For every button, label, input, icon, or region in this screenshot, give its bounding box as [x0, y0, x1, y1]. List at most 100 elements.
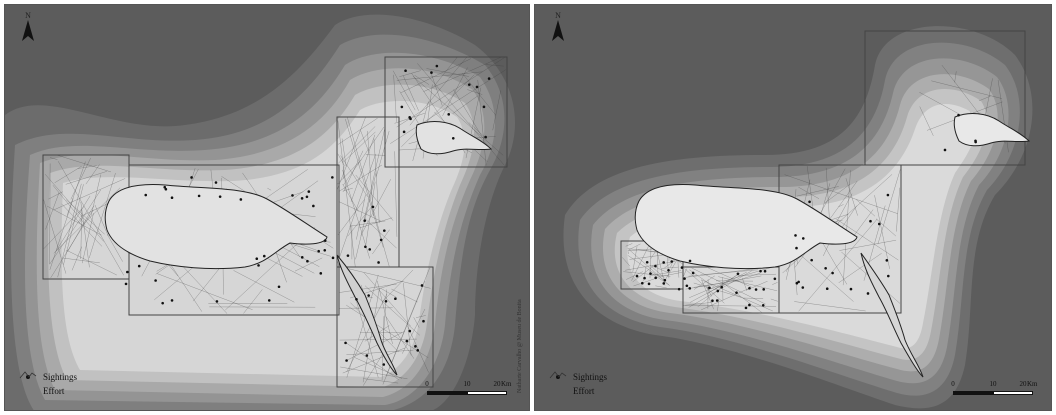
effort-track	[49, 217, 82, 265]
sighting-point	[688, 259, 692, 263]
effort-track	[462, 72, 497, 116]
sighting-point	[649, 272, 652, 275]
effort-track	[770, 298, 778, 302]
effort-track	[655, 285, 667, 289]
effort-track	[47, 205, 102, 236]
effort-track	[82, 213, 94, 264]
legend-item-sightings: Sightings	[549, 370, 607, 384]
sighting-point	[635, 274, 639, 278]
effort-track	[430, 73, 443, 106]
effort-track	[66, 161, 86, 216]
legend-item-sightings: Sightings	[19, 370, 77, 384]
effort-track	[336, 117, 366, 191]
sighting-point	[291, 194, 294, 197]
sighting-point	[384, 299, 388, 303]
sighting-point	[808, 200, 811, 204]
north-label-left: N	[25, 11, 31, 20]
effort-track	[402, 75, 419, 111]
effort-track	[622, 257, 631, 267]
effort-track	[337, 120, 356, 267]
sighting-point	[409, 117, 412, 121]
sighting-point	[887, 274, 890, 278]
sighting-point	[762, 288, 766, 291]
effort-track	[49, 198, 74, 270]
sighting-point	[346, 254, 350, 257]
effort-track	[337, 153, 345, 166]
sighting-dot-icon	[26, 375, 30, 379]
sighting-point	[849, 287, 853, 291]
sighting-point	[667, 268, 670, 272]
effort-track	[337, 154, 376, 264]
sighting-point	[218, 195, 222, 198]
effort-track	[343, 126, 385, 186]
effort-track	[338, 117, 378, 145]
sighting-point	[422, 319, 425, 323]
north-arrow-right: N	[547, 11, 569, 45]
scale-tick-0: 0	[951, 380, 955, 388]
legend-right: Sightings Effort	[549, 370, 607, 398]
sighting-point	[662, 261, 666, 264]
effort-tracks-left	[43, 57, 507, 386]
sighting-point	[810, 258, 813, 262]
effort-track	[896, 187, 900, 232]
sighting-point	[475, 85, 479, 89]
sighting-point	[688, 287, 692, 290]
north-arrow-left: N	[17, 11, 39, 45]
sighting-point	[654, 276, 657, 280]
sighting-point	[257, 264, 260, 267]
sighting-point	[885, 259, 889, 262]
effort-track	[57, 161, 124, 276]
sighting-point	[414, 345, 417, 348]
sighting-point	[711, 299, 714, 303]
sighting-point	[654, 264, 657, 268]
sighting-point	[866, 292, 870, 295]
effort-track	[659, 272, 683, 278]
effort-track	[796, 186, 839, 197]
effort-track	[342, 131, 376, 163]
sighting-point	[408, 329, 412, 333]
sighting-point	[400, 105, 404, 109]
effort-track	[53, 178, 126, 211]
scale-bar-right: 0 10 20 Km	[951, 380, 1041, 402]
effort-track	[631, 241, 652, 281]
effort-track	[342, 187, 353, 192]
effort-track	[94, 204, 109, 237]
sighting-point	[163, 185, 167, 189]
scale-tick-10: 10	[463, 380, 471, 388]
effort-track	[360, 179, 391, 236]
legend-sightings-label: Sightings	[43, 372, 78, 382]
effort-track	[701, 279, 773, 312]
effort-track	[742, 278, 747, 291]
effort-track	[700, 287, 751, 311]
sighting-point	[641, 281, 644, 285]
effort-track	[61, 203, 103, 247]
scale-tick-20: 20	[1019, 380, 1027, 388]
effort-track	[376, 131, 390, 177]
sighting-point	[801, 286, 805, 289]
effort-track	[716, 272, 761, 288]
effort-track	[385, 316, 415, 359]
sighting-point	[670, 260, 674, 263]
effort-track	[65, 199, 105, 235]
effort-track	[625, 261, 676, 271]
effort-track	[355, 174, 394, 221]
effort-track	[157, 273, 253, 310]
effort-track	[392, 70, 416, 111]
effort-track	[691, 267, 766, 305]
sighting-point	[451, 136, 455, 140]
effort-track	[360, 130, 370, 153]
sighting-point	[215, 300, 219, 303]
effort-track	[649, 271, 670, 286]
effort-track	[355, 306, 359, 310]
effort-track	[877, 169, 901, 245]
effort-track	[364, 285, 420, 336]
effort-track	[342, 184, 359, 212]
island-left	[104, 121, 493, 376]
sighting-point	[735, 291, 738, 294]
sighting-point	[144, 193, 148, 197]
sighting-point	[404, 69, 407, 72]
effort-track	[798, 186, 820, 199]
effort-track	[382, 289, 387, 346]
sighting-point	[447, 113, 451, 116]
